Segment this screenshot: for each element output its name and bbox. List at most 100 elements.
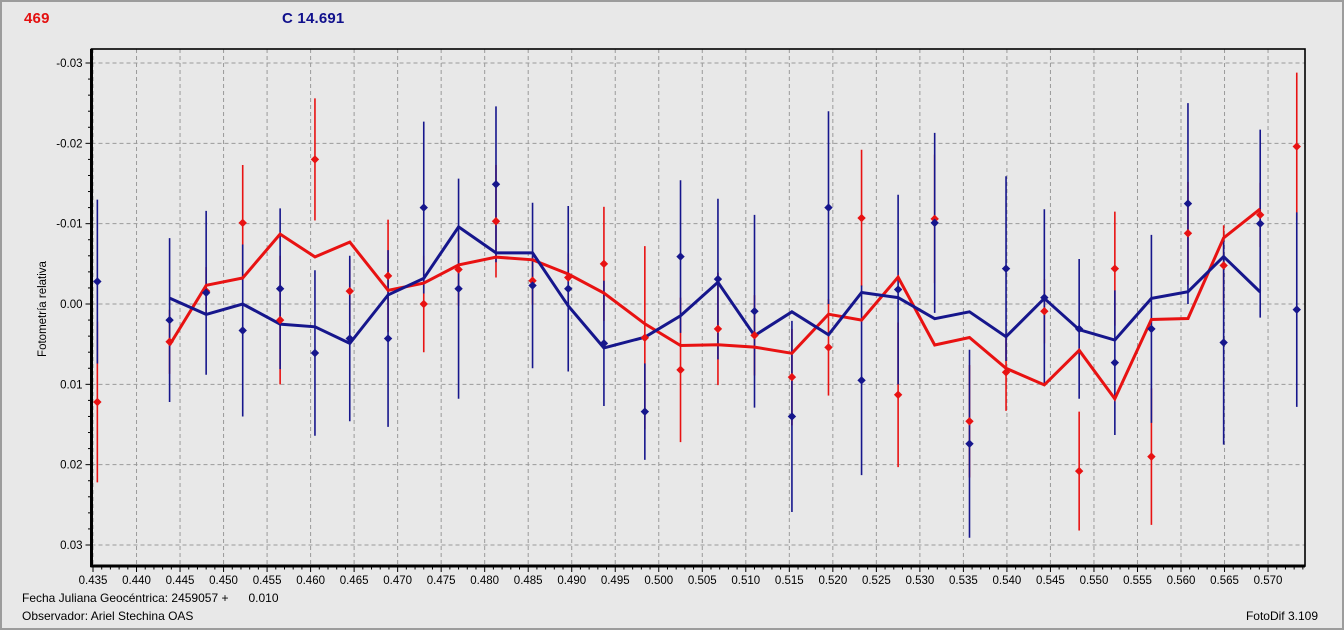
x-tick-label: 0.440 — [122, 575, 151, 587]
x-tick-label: 0.495 — [601, 575, 630, 587]
x-tick-label: 0.480 — [470, 575, 499, 587]
target-data-point — [454, 265, 463, 274]
comparison-data-point — [930, 218, 939, 228]
target-data-point — [1256, 210, 1265, 220]
x-tick-label: 0.475 — [427, 575, 456, 587]
x-tick-label: 0.535 — [949, 575, 978, 587]
comparison-data-point — [965, 439, 974, 448]
y-tick-label: 0.02 — [60, 460, 82, 472]
target-data-point — [1110, 264, 1120, 273]
x-tick-label: 0.505 — [688, 575, 717, 587]
target-data-point — [275, 315, 285, 325]
comparison-data-point — [1219, 338, 1228, 347]
comparison-data-point — [1040, 293, 1049, 302]
x-tick-label: 0.570 — [1254, 575, 1283, 587]
target-data-point — [599, 259, 609, 269]
target-data-point — [310, 155, 320, 164]
target-data-point — [383, 271, 393, 281]
observer-line: Observador: Ariel Stechina OAS — [22, 609, 194, 623]
target-title: 469 — [24, 10, 50, 27]
x-tick-label: 0.555 — [1123, 575, 1152, 587]
x-tick-label: 0.485 — [514, 575, 543, 587]
comparison-data-point — [1183, 199, 1193, 208]
x-tick-label: 0.520 — [818, 575, 847, 587]
comparison-data-point — [824, 203, 833, 212]
target-data-point — [564, 273, 573, 282]
target-data-point — [787, 372, 797, 382]
comparison-data-point — [454, 284, 463, 293]
x-tick-label: 0.550 — [1080, 575, 1109, 587]
comparison-data-point — [383, 334, 393, 343]
target-data-point — [676, 365, 685, 375]
target-data-point — [1292, 142, 1301, 151]
comparison-data-point — [1292, 305, 1301, 314]
comparison-data-point — [857, 376, 866, 385]
julian-date-line: Fecha Juliana Geocéntrica: 2459057 + 0.01… — [22, 591, 279, 605]
target-trend-line — [168, 207, 1262, 402]
comparison-data-point — [93, 277, 102, 286]
x-tick-label: 0.540 — [993, 575, 1022, 587]
comparison-data-point — [640, 407, 650, 416]
comparison-data-point — [893, 285, 903, 294]
target-data-point — [640, 333, 650, 342]
target-data-point — [1001, 368, 1011, 377]
x-tick-label: 0.530 — [905, 575, 934, 587]
x-tick-label: 0.510 — [731, 575, 760, 587]
app-version-label: FotoDif 3.109 — [1245, 609, 1318, 623]
comparison-data-point — [787, 412, 797, 421]
target-data-point — [857, 213, 866, 223]
target-data-point — [491, 217, 501, 226]
comparison-data-point — [419, 203, 428, 212]
target-data-point — [238, 218, 247, 228]
julian-date-prefix: Fecha Juliana Geocéntrica: 2459057 + — [22, 591, 229, 605]
comparison-data-point — [201, 288, 211, 297]
y-tick-label: 0.03 — [60, 540, 82, 552]
target-data-point — [1219, 261, 1228, 270]
comparison-data-point — [238, 326, 247, 335]
target-data-point — [419, 299, 428, 309]
comparison-data-point — [676, 252, 685, 261]
comparison-data-point — [165, 315, 174, 325]
x-tick-label: 0.455 — [253, 575, 282, 587]
y-tick-label: 0.01 — [60, 379, 82, 391]
comparison-data-point — [750, 307, 759, 316]
x-tick-label: 0.565 — [1210, 575, 1239, 587]
comparison-data-point — [491, 180, 501, 189]
comparison-data-point — [564, 284, 573, 293]
comparison-data-point — [310, 348, 320, 358]
comparison-data-point — [713, 274, 723, 284]
comparison-data-point — [1256, 219, 1265, 228]
target-data-point — [345, 286, 354, 296]
x-tick-label: 0.470 — [383, 575, 412, 587]
x-tick-label: 0.435 — [79, 575, 108, 587]
comparison-data-point — [528, 281, 537, 290]
target-data-point — [165, 337, 174, 346]
comparison-data-point — [345, 334, 354, 343]
comparison-data-point — [1147, 324, 1156, 334]
comparison-title: C 14.691 — [282, 10, 345, 27]
target-data-point — [528, 276, 537, 285]
x-tick-label: 0.545 — [1036, 575, 1065, 587]
target-data-point — [1074, 466, 1084, 476]
target-data-point — [1147, 452, 1156, 461]
target-data-point — [965, 417, 974, 426]
target-data-point — [750, 331, 759, 340]
comparison-data-point — [1001, 264, 1011, 273]
x-tick-label: 0.445 — [166, 575, 195, 587]
x-tick-label: 0.500 — [644, 575, 673, 587]
y-tick-label: -0.03 — [56, 58, 82, 70]
target-data-point — [713, 324, 723, 334]
julian-date-fraction: 0.010 — [248, 591, 279, 605]
y-tick-label: 0.00 — [60, 299, 82, 311]
x-tick-label: 0.490 — [557, 575, 586, 587]
x-tick-label: 0.560 — [1167, 575, 1196, 587]
target-data-point — [93, 397, 102, 407]
comparison-data-point — [1074, 324, 1084, 334]
x-tick-label: 0.460 — [296, 575, 325, 587]
target-data-point — [824, 343, 833, 352]
x-tick-label: 0.465 — [340, 575, 369, 587]
comparison-data-point — [599, 339, 609, 348]
target-data-point — [893, 390, 903, 399]
